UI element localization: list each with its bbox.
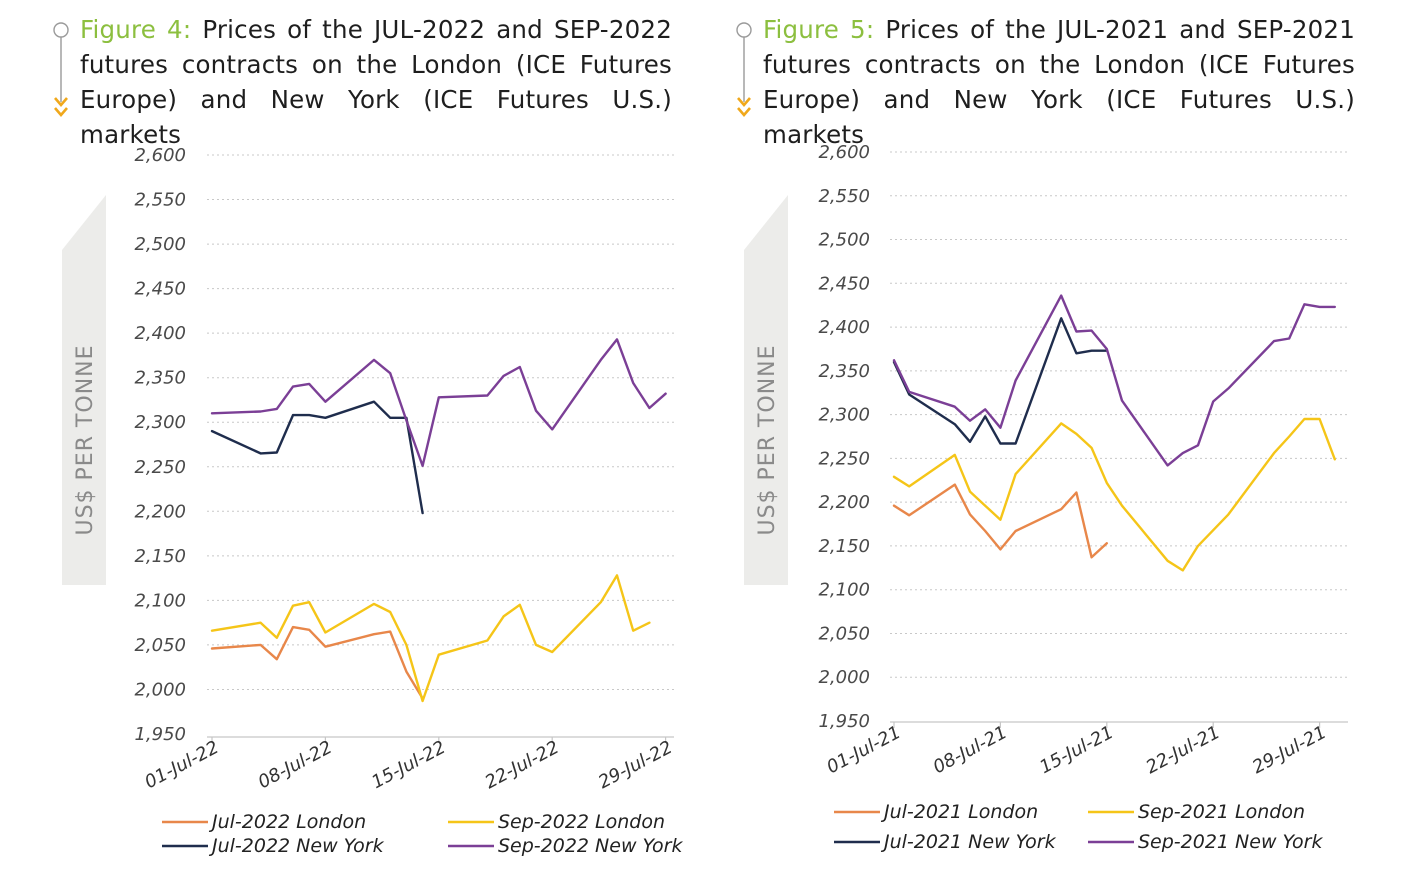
figure-title: Figure 5: Prices of the JUL-2021 and SEP…: [763, 12, 1355, 152]
legend-label-sep-2022-london: Sep-2022 London: [498, 811, 665, 833]
series-line-sep-2022-new-york: [210, 338, 667, 468]
y-tick-label: 1,950: [134, 724, 186, 745]
figure-4-panel: Figure 4: Prices of the JUL-2022 and SEP…: [0, 0, 683, 877]
title-marker-icon: [53, 22, 69, 117]
series-line-jul-2022-london: [210, 625, 424, 700]
y-tick-label: 2,300: [818, 405, 870, 426]
figure-title-text: Prices of the JUL-2021 and SEP-2021 futu…: [763, 15, 1356, 149]
y-tick-label: 2,600: [134, 145, 186, 166]
x-tick-label: 29-Jul-21: [1249, 722, 1330, 778]
y-tick-label: 2,500: [818, 230, 870, 251]
series-line-sep-2021-new-york: [892, 294, 1336, 467]
title-marker-icon: [736, 22, 752, 117]
y-tick-label: 2,450: [134, 279, 186, 300]
x-tick-label: 15-Jul-21: [1036, 722, 1117, 778]
series-line-jul-2021-new-york: [892, 317, 1108, 445]
y-tick-label: 2,600: [818, 142, 870, 163]
x-tick-label: 01-Jul-22: [141, 737, 222, 793]
y-tick-label: 2,050: [818, 623, 870, 644]
y-tick-label: 2,200: [818, 492, 870, 513]
x-tick-label: 08-Jul-21: [930, 722, 1011, 778]
legend-label-sep-2021-new-york: Sep-2021 New York: [1138, 831, 1323, 853]
legend-label-sep-2021-london: Sep-2021 London: [1138, 801, 1305, 823]
x-tick-label: 29-Jul-22: [595, 737, 676, 793]
y-tick-label: 2,100: [134, 590, 186, 611]
y-tick-label: 2,400: [134, 323, 186, 344]
legend-label-jul-2022-london: Jul-2022 London: [208, 811, 366, 833]
figure-number: Figure 5:: [763, 15, 875, 44]
legend-label-sep-2022-new-york: Sep-2022 New York: [498, 835, 683, 857]
y-tick-label: 2,250: [818, 448, 870, 469]
series-line-sep-2021-london: [892, 417, 1336, 572]
x-tick-label: 22-Jul-21: [1143, 722, 1224, 778]
x-tick-label: 08-Jul-22: [255, 737, 336, 793]
y-axis-label: US$ PER TONNE: [73, 344, 98, 535]
y-tick-label: 2,100: [818, 580, 870, 601]
chart-figure-4: US$ PER TONNE 2,600 2,550 2,500 2,450 2,400 2,…: [62, 145, 683, 857]
x-tick-label: 22-Jul-22: [482, 737, 563, 793]
x-tick-label: 15-Jul-22: [368, 737, 449, 793]
figure-number: Figure 4:: [80, 15, 192, 44]
y-tick-label: 2,000: [818, 667, 870, 688]
y-tick-label: 2,550: [134, 190, 186, 211]
y-tick-label: 2,150: [134, 546, 186, 567]
chart-figure-5: US$ PER TONNE 2,600 2,550 2,500 2,450 2,400 2,…: [744, 142, 1348, 853]
y-tick-label: 2,150: [818, 536, 870, 557]
y-tick-label: 2,350: [818, 361, 870, 382]
series-line-jul-2022-new-york: [210, 400, 424, 515]
figure-5-panel: Figure 5: Prices of the JUL-2021 and SEP…: [683, 0, 1363, 877]
y-tick-label: 2,200: [134, 501, 186, 522]
y-tick-label: 2,450: [818, 273, 870, 294]
legend-label-jul-2022-new-york: Jul-2022 New York: [208, 835, 385, 857]
y-tick-label: 2,350: [134, 368, 186, 389]
series-line-sep-2022-london: [210, 574, 651, 703]
legend-label-jul-2021-new-york: Jul-2021 New York: [880, 831, 1057, 853]
figure-title-text: Prices of the JUL-2022 and SEP-2022 futu…: [80, 15, 673, 149]
ylabel-banner: [744, 195, 788, 585]
y-tick-label: 2,400: [818, 317, 870, 338]
y-tick-label: 2,000: [134, 679, 186, 700]
y-axis-label: US$ PER TONNE: [755, 344, 780, 535]
y-tick-label: 2,500: [134, 234, 186, 255]
series-line-jul-2021-london: [892, 483, 1108, 559]
figure-title: Figure 4: Prices of the JUL-2022 and SEP…: [80, 12, 672, 152]
y-tick-label: 2,050: [134, 635, 186, 656]
y-tick-label: 2,300: [134, 412, 186, 433]
ylabel-banner: [62, 195, 106, 585]
y-tick-label: 2,550: [818, 186, 870, 207]
legend-label-jul-2021-london: Jul-2021 London: [880, 801, 1038, 823]
y-tick-label: 2,250: [134, 457, 186, 478]
y-tick-label: 1,950: [818, 711, 870, 732]
